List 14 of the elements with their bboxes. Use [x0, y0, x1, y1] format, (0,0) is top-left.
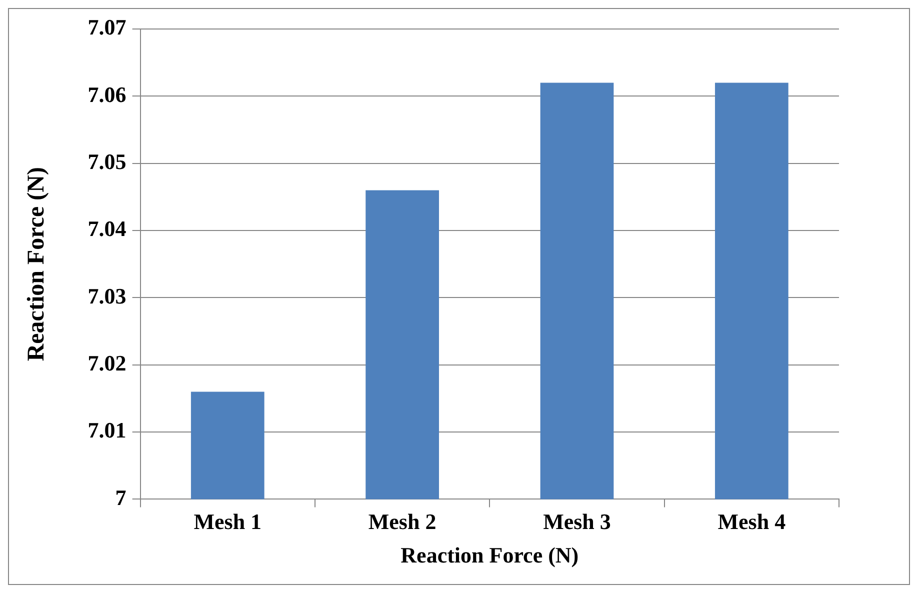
y-tick-label: 7	[115, 484, 126, 510]
y-tick-label: 7.03	[88, 283, 126, 308]
y-tick-label: 7.06	[88, 82, 126, 107]
y-axis-title: Reaction Force (N)	[24, 167, 50, 362]
x-tick-label: Mesh 1	[194, 509, 262, 534]
y-tick-label: 7.07	[88, 14, 126, 40]
y-tick-label: 7.05	[88, 149, 126, 174]
x-tick-label: Mesh 4	[718, 509, 786, 534]
y-tick-label: 7.04	[88, 216, 126, 242]
y-tick-label: 7.02	[88, 350, 126, 376]
x-tick-label: Mesh 2	[368, 509, 436, 534]
y-tick-label: 7.01	[88, 418, 126, 443]
x-tick-label: Mesh 3	[543, 509, 611, 534]
x-axis-title: Reaction Force (N)	[400, 542, 579, 568]
